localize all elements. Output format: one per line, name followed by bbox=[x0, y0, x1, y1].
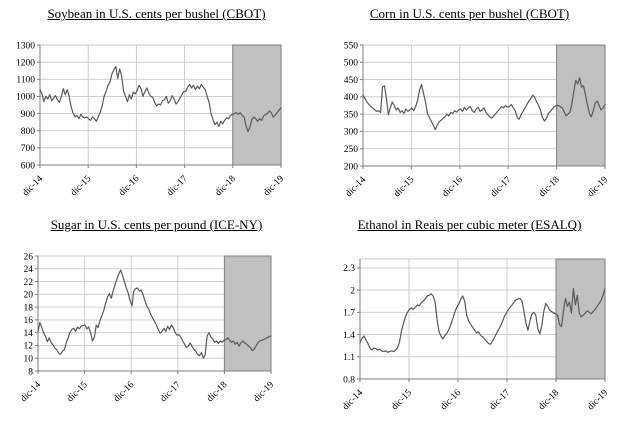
svg-text:dic-15: dic-15 bbox=[390, 388, 414, 412]
svg-text:350: 350 bbox=[344, 110, 359, 120]
svg-text:8: 8 bbox=[28, 367, 33, 377]
svg-text:24: 24 bbox=[24, 265, 34, 275]
svg-text:20: 20 bbox=[24, 291, 34, 301]
ethanol-chart: Ethanol in Reais per cubic meter (ESALQ)… bbox=[313, 211, 626, 422]
svg-text:dic-18: dic-18 bbox=[537, 175, 561, 199]
svg-text:12: 12 bbox=[24, 342, 34, 352]
svg-text:1.4: 1.4 bbox=[343, 331, 355, 341]
svg-text:1100: 1100 bbox=[16, 76, 35, 86]
svg-text:450: 450 bbox=[344, 76, 359, 86]
svg-text:1000: 1000 bbox=[16, 93, 35, 103]
svg-text:dic-14: dic-14 bbox=[19, 380, 43, 404]
soybean-chart: Soybean in U.S. cents per bushel (CBOT) … bbox=[0, 0, 313, 211]
svg-text:1200: 1200 bbox=[16, 58, 35, 68]
svg-text:600: 600 bbox=[21, 161, 36, 171]
svg-text:dic-14: dic-14 bbox=[21, 174, 45, 198]
svg-text:2.3: 2.3 bbox=[343, 264, 355, 274]
svg-text:dic-17: dic-17 bbox=[488, 388, 512, 412]
svg-text:200: 200 bbox=[344, 162, 359, 172]
svg-text:26: 26 bbox=[24, 252, 34, 262]
svg-text:dic-18: dic-18 bbox=[214, 174, 238, 198]
svg-text:dic-15: dic-15 bbox=[392, 175, 416, 199]
soybean-chart-title: Soybean in U.S. cents per bushel (CBOT) bbox=[47, 6, 266, 21]
svg-text:800: 800 bbox=[21, 127, 36, 137]
svg-text:2: 2 bbox=[350, 286, 355, 296]
svg-text:900: 900 bbox=[21, 110, 36, 120]
svg-text:dic-15: dic-15 bbox=[65, 380, 89, 404]
svg-text:250: 250 bbox=[344, 145, 359, 155]
svg-text:dic-18: dic-18 bbox=[537, 388, 561, 412]
svg-text:dic-19: dic-19 bbox=[586, 388, 610, 412]
sugar-chart-title: Sugar in U.S. cents per pound (ICE-NY) bbox=[50, 217, 263, 232]
svg-text:dic-17: dic-17 bbox=[159, 380, 183, 404]
ethanol-chart-title: Ethanol in Reais per cubic meter (ESALQ) bbox=[357, 217, 582, 232]
svg-text:dic-16: dic-16 bbox=[117, 174, 141, 198]
svg-text:400: 400 bbox=[344, 93, 359, 103]
svg-text:300: 300 bbox=[344, 128, 359, 138]
corn-plot-canvas: 550 500 450 400 350 300 250 200 dic-14 dic-15 dic-… bbox=[344, 41, 611, 199]
svg-text:14: 14 bbox=[24, 329, 34, 339]
svg-text:1.7: 1.7 bbox=[343, 309, 355, 319]
svg-text:10: 10 bbox=[24, 355, 34, 365]
svg-text:dic-19: dic-19 bbox=[252, 380, 276, 404]
svg-text:700: 700 bbox=[21, 144, 36, 154]
svg-text:dic-16: dic-16 bbox=[441, 175, 465, 199]
svg-text:dic-19: dic-19 bbox=[586, 175, 610, 199]
svg-text:16: 16 bbox=[24, 316, 34, 326]
svg-text:dic-14: dic-14 bbox=[341, 388, 365, 412]
soybean-plot-canvas: 1300 1200 1100 1000 900 800 700 600 dic-14 dic-15… bbox=[16, 41, 286, 198]
svg-text:dic-16: dic-16 bbox=[439, 388, 463, 412]
svg-text:dic-14: dic-14 bbox=[344, 175, 368, 199]
svg-text:dic-16: dic-16 bbox=[112, 380, 136, 404]
svg-text:dic-17: dic-17 bbox=[165, 174, 189, 198]
svg-text:dic-17: dic-17 bbox=[489, 175, 513, 199]
svg-text:550: 550 bbox=[344, 41, 359, 51]
corn-chart-title: Corn in U.S. cents per bushel (CBOT) bbox=[369, 6, 570, 21]
svg-text:dic-15: dic-15 bbox=[69, 174, 93, 198]
svg-text:22: 22 bbox=[24, 278, 34, 288]
svg-text:dic-19: dic-19 bbox=[262, 174, 286, 198]
svg-text:1300: 1300 bbox=[16, 41, 35, 51]
ethanol-plot-canvas: 2.3 2 1.7 1.4 1.1 0.8 dic-14 dic-15 dic-16 dic-17… bbox=[341, 258, 610, 412]
svg-text:500: 500 bbox=[344, 59, 359, 69]
sugar-chart: Sugar in U.S. cents per pound (ICE-NY) 2… bbox=[0, 211, 313, 422]
svg-text:dic-18: dic-18 bbox=[205, 380, 229, 404]
svg-text:0.8: 0.8 bbox=[343, 375, 355, 385]
corn-chart: Corn in U.S. cents per bushel (CBOT) 550… bbox=[313, 0, 626, 211]
svg-text:18: 18 bbox=[24, 303, 34, 313]
svg-text:1.1: 1.1 bbox=[343, 353, 355, 363]
sugar-plot-canvas: 26 24 22 20 18 16 14 12 10 8 dic-14 dic-15 dic-16 dic… bbox=[19, 252, 276, 404]
